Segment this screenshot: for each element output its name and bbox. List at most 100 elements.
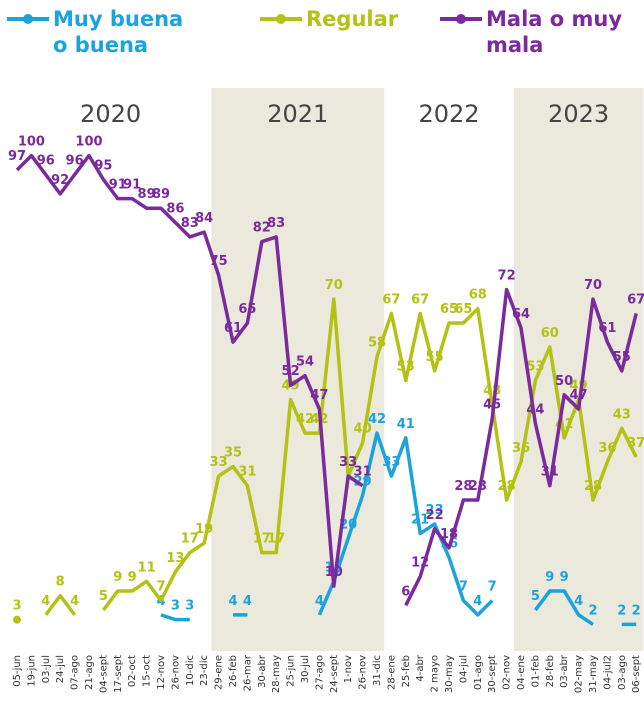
data-label: 68 [469,288,487,303]
x-tick-label: 28-ene [386,655,397,690]
data-label: 4 [243,594,252,609]
year-label: 2023 [548,100,609,128]
legend-label: Muy buena o buena [53,7,184,57]
data-label: 8 [56,575,65,590]
data-label: 82 [253,221,271,236]
series-line [44,297,638,616]
x-tick-label: 03-ago [617,655,628,690]
data-label: 17 [267,532,285,547]
x-tick-label: 24-sept [329,655,340,693]
legend-item: Mala o muy mala [438,6,636,58]
data-label: 7 [156,580,165,595]
data-label: 33 [339,455,357,470]
x-tick-label: 04-jul [458,655,469,683]
data-label: 35 [224,446,242,461]
x-tick-label: 24-jul [55,655,66,683]
x-tick-label: 30-sept [487,655,498,693]
data-label: 9 [545,570,554,585]
data-label: 4 [41,594,50,609]
x-tick-label: 2 mayo [430,655,441,692]
data-label: 11 [138,560,156,575]
data-label: 75 [210,254,228,269]
data-label: 95 [94,159,112,174]
data-label: 47 [570,388,588,403]
data-label: 91 [123,178,141,193]
x-tick-label: 26-nov [358,655,369,690]
data-label: 70 [325,278,343,293]
x-tick-label: 23-dic [199,655,210,686]
data-label: 7 [459,580,468,595]
x-tick-label: 25-feb [401,655,412,687]
x-tick-label: 02-oct [127,655,138,687]
year-band [211,88,385,651]
data-label: 2 [588,603,597,618]
data-label: 48 [483,383,501,398]
x-tick-label: 26-mar [242,654,253,691]
data-label: 29 [354,474,372,489]
data-label: 9 [113,570,122,585]
data-label: 43 [613,407,631,422]
data-label: 6 [401,584,410,599]
x-tick-label: 02-may [574,655,585,693]
data-label: 3 [171,599,180,614]
data-label: 84 [195,211,213,226]
x-tick-label: 02-nov [502,655,513,690]
data-label: 5 [99,589,108,604]
year-label: 2021 [267,100,328,128]
series-line [160,431,637,627]
data-label: 4 [228,594,237,609]
data-label: 3 [185,599,194,614]
legend-label: Mala o muy mala [486,7,623,57]
data-label: 58 [368,336,386,351]
series-line [15,153,638,607]
data-label: 89 [138,187,156,202]
data-label: 55 [613,350,631,365]
data-label: 33 [339,455,357,470]
data-label: 31 [354,465,372,480]
x-tick-label: 07-ago [70,655,81,690]
data-label: 65 [440,302,458,317]
data-label: 31 [541,465,559,480]
data-label: 65 [238,302,256,317]
data-label: 45 [483,398,501,413]
data-label: 4 [70,594,79,609]
data-label: 9 [128,570,137,585]
data-label: 47 [310,388,328,403]
data-label: 53 [526,359,544,374]
x-tick-label: 25-jun [286,655,297,687]
x-tick-label: 31-dic [372,655,383,686]
data-label: 67 [411,292,429,307]
data-label: 33 [210,455,228,470]
legend-item: Regular [258,6,398,32]
x-tick-label: 03-abr [559,654,570,688]
legend-item: Muy buena o buena [5,6,203,58]
data-label: 28 [584,479,602,494]
x-tick-label: 05-jun [12,655,23,687]
x-tick-label: 12-nov [156,655,167,690]
data-label: 3 [12,599,21,614]
x-tick-label: 31-may [588,655,599,693]
x-tick-label: 28-may [271,655,282,693]
data-label: 9 [560,570,569,585]
x-tick-label: 06-sept [631,655,642,693]
data-label: 28 [469,479,487,494]
year-label: 2020 [80,100,141,128]
data-label: 2 [617,603,626,618]
data-label: 19 [195,522,213,537]
x-tick-label: 10-dic [185,655,196,686]
data-label: 60 [541,326,559,341]
x-tick-label: 1-nov [343,655,354,683]
data-label: 17 [181,532,199,547]
x-tick-label: 19-jun [26,655,37,687]
data-label: 54 [296,355,314,370]
x-tick-label: 26-feb [228,655,239,687]
data-label: 28 [498,479,516,494]
x-tick-label: 27-ago [314,655,325,690]
data-label: 53 [397,359,415,374]
x-tick-label: 17-sept [113,655,124,693]
data-label: 7 [488,580,497,595]
data-label: 65 [454,302,472,317]
data-label: 36 [598,441,616,456]
data-label: 28 [454,479,472,494]
x-tick-label: 30-abr [257,654,268,688]
